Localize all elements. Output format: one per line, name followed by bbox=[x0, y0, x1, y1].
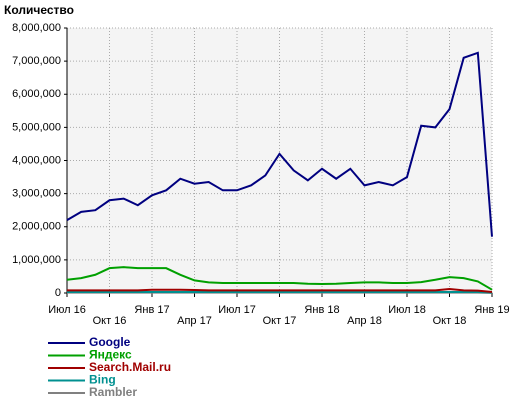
chart-title: Количество bbox=[4, 3, 74, 17]
legend-label: Rambler bbox=[89, 385, 137, 399]
x-tick-label: Янв 17 bbox=[134, 304, 169, 316]
x-tick-label: Июл 18 bbox=[388, 304, 426, 316]
legend-label: Google bbox=[89, 335, 131, 349]
legend-label: Search.Mail.ru bbox=[89, 360, 171, 374]
x-tick-label: Окт 18 bbox=[433, 315, 467, 327]
x-tick-label: Янв 19 bbox=[474, 304, 509, 316]
y-tick-label: 4,000,000 bbox=[12, 154, 61, 166]
series-line bbox=[66, 51, 493, 237]
x-tick-label: Апр 17 bbox=[177, 315, 212, 327]
legend-label: Яндекс bbox=[89, 348, 132, 362]
y-tick-label: 1,000,000 bbox=[12, 254, 61, 266]
series-line bbox=[67, 288, 493, 294]
x-tick-label: Июл 16 bbox=[48, 304, 86, 316]
y-tick-label: 2,000,000 bbox=[12, 221, 61, 233]
series-line bbox=[67, 291, 493, 294]
series-line bbox=[66, 266, 493, 291]
x-tick-label: Июл 17 bbox=[218, 304, 256, 316]
x-tick-label: Окт 16 bbox=[93, 315, 127, 327]
y-tick-label: 3,000,000 bbox=[12, 188, 61, 200]
y-tick-label: 0 bbox=[55, 287, 61, 299]
y-tick-label: 6,000,000 bbox=[12, 88, 61, 100]
legend-label: Bing bbox=[89, 373, 116, 387]
y-tick-label: 5,000,000 bbox=[12, 121, 61, 133]
x-tick-label: Апр 18 bbox=[347, 315, 382, 327]
y-tick-label: 7,000,000 bbox=[12, 55, 61, 67]
x-tick-label: Окт 17 bbox=[263, 315, 297, 327]
y-tick-label: 8,000,000 bbox=[12, 22, 61, 34]
x-tick-label: Янв 18 bbox=[304, 304, 339, 316]
